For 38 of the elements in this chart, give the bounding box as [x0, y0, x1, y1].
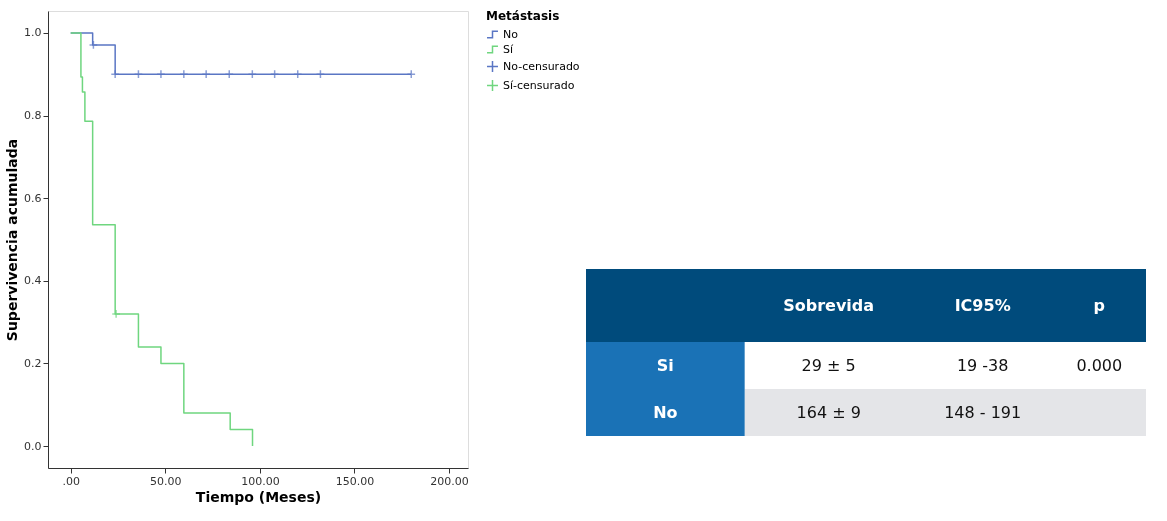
- y-axis-title: Supervivencia acumulada: [4, 138, 21, 342]
- text: 164 ± 9: [796, 402, 861, 422]
- text: 0.000: [1076, 355, 1123, 375]
- legend-title: Metástasis: [486, 9, 560, 23]
- point: [247, 69, 257, 79]
- y-tick-label: 1.0: [24, 26, 42, 40]
- legend-label: No: [503, 27, 519, 41]
- x-axis-title: Tiempo (Meses): [195, 488, 322, 505]
- text: IC95%: [954, 295, 1011, 315]
- y-tick-label: 0.8: [24, 109, 42, 123]
- x-tick-label: 150.00: [335, 474, 375, 488]
- text: 19 -38: [956, 355, 1009, 375]
- legend-label: Sí-censurado: [503, 78, 575, 92]
- x-tick-label: 100.00: [241, 474, 280, 488]
- text: 29 ± 5: [801, 355, 856, 375]
- y-tick-label: 0.4: [24, 274, 42, 288]
- point: [179, 69, 189, 79]
- point: [293, 69, 303, 79]
- legend-label: No-censurado: [503, 59, 580, 73]
- x-tick-label: 50.00: [150, 474, 182, 488]
- text: Si: [656, 355, 674, 375]
- point: [201, 69, 211, 79]
- y-tick-label: 0.0: [24, 439, 42, 453]
- text: p: [1093, 295, 1106, 315]
- text: No: [653, 402, 678, 422]
- text: Sobrevida: [783, 295, 875, 315]
- point: [156, 69, 166, 79]
- text: 148 - 191: [944, 402, 1022, 422]
- legend-label: Sí: [503, 42, 514, 56]
- point: [270, 69, 280, 79]
- point: [406, 69, 416, 79]
- y-tick-label: 0.2: [24, 356, 42, 370]
- point: [224, 69, 234, 79]
- x-tick-label: .00: [62, 474, 80, 488]
- point: [110, 69, 120, 79]
- point: [111, 309, 121, 319]
- y-tick-label: 0.6: [24, 191, 42, 205]
- x-tick-label: 200.00: [430, 474, 469, 488]
